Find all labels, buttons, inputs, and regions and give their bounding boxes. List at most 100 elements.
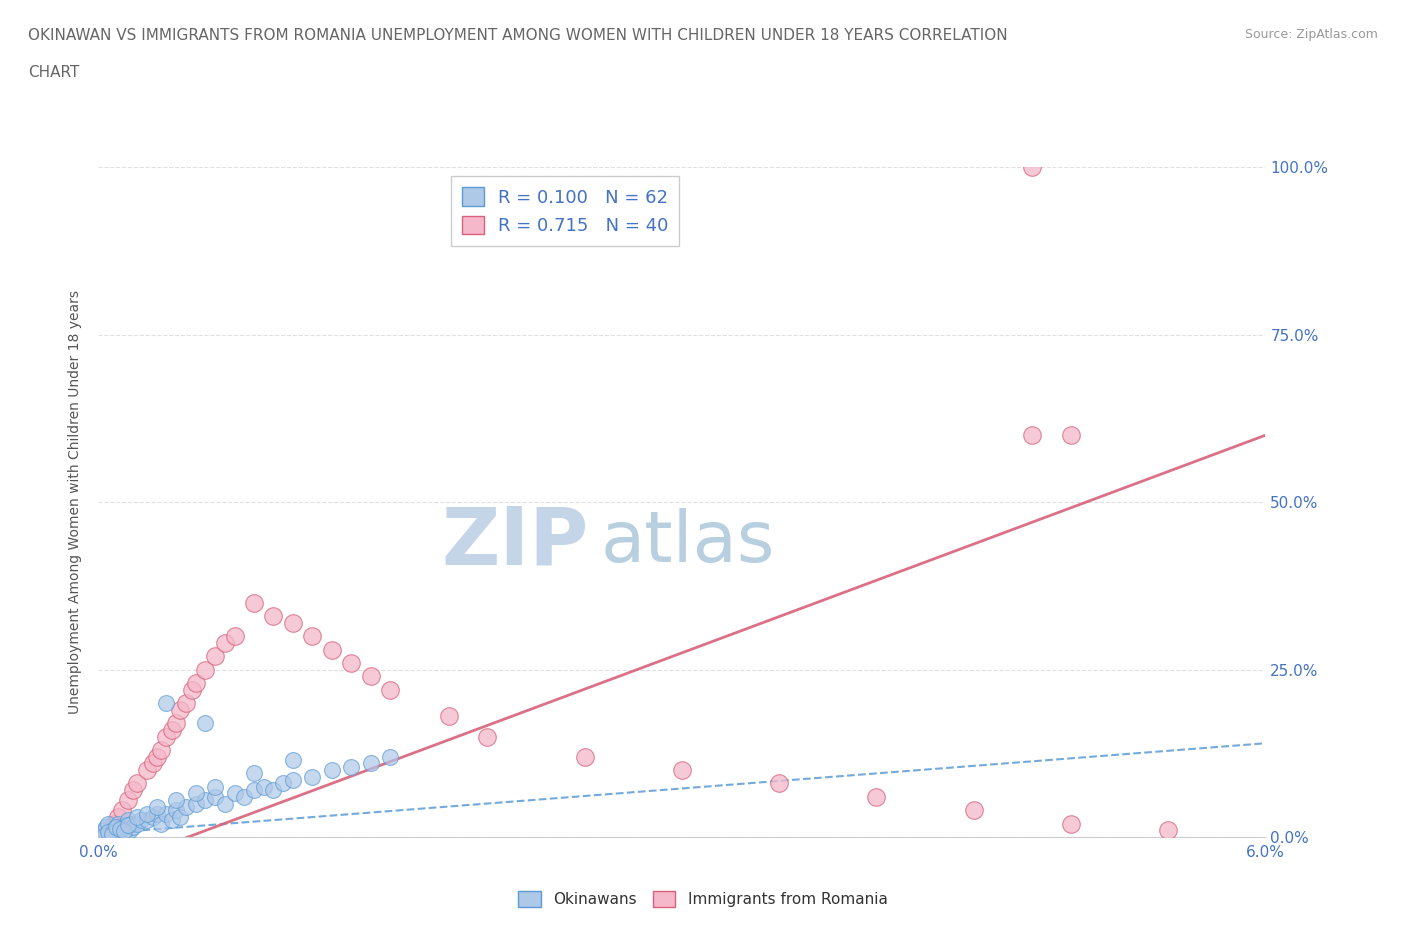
Point xyxy=(165,716,187,731)
Point xyxy=(104,819,127,834)
Point xyxy=(174,696,197,711)
Point xyxy=(378,683,402,698)
Point xyxy=(149,817,172,831)
Point xyxy=(204,649,226,664)
Text: OKINAWAN VS IMMIGRANTS FROM ROMANIA UNEMPLOYMENT AMONG WOMEN WITH CHILDREN UNDER: OKINAWAN VS IMMIGRANTS FROM ROMANIA UNEM… xyxy=(28,28,1008,43)
Point xyxy=(437,709,460,724)
Point xyxy=(111,803,134,817)
Text: atlas: atlas xyxy=(600,508,775,577)
Point xyxy=(253,779,276,794)
Point xyxy=(169,702,191,717)
Point xyxy=(129,813,152,828)
Point xyxy=(136,806,159,821)
Point xyxy=(243,595,266,610)
Point xyxy=(1157,823,1180,838)
Point xyxy=(118,823,141,838)
Point xyxy=(281,773,304,788)
Point xyxy=(169,809,191,824)
Point xyxy=(155,696,177,711)
Point xyxy=(574,750,596,764)
Point xyxy=(107,823,129,838)
Point xyxy=(233,790,256,804)
Point xyxy=(127,809,149,824)
Point xyxy=(96,819,118,834)
Point xyxy=(174,800,197,815)
Point xyxy=(194,792,217,807)
Point xyxy=(107,817,129,831)
Point xyxy=(117,817,139,832)
Point xyxy=(91,826,114,841)
Point xyxy=(136,813,159,828)
Point xyxy=(146,800,169,815)
Point xyxy=(122,819,145,834)
Point xyxy=(142,756,165,771)
Point xyxy=(243,783,266,798)
Text: Source: ZipAtlas.com: Source: ZipAtlas.com xyxy=(1244,28,1378,41)
Point xyxy=(111,819,134,834)
Point xyxy=(378,750,402,764)
Point xyxy=(142,809,165,824)
Point xyxy=(184,786,207,801)
Point xyxy=(243,766,266,781)
Point xyxy=(107,809,129,824)
Point xyxy=(1021,160,1043,175)
Point xyxy=(127,817,149,831)
Point xyxy=(146,750,169,764)
Point xyxy=(165,803,187,817)
Point xyxy=(224,629,246,644)
Point xyxy=(271,776,294,790)
Point xyxy=(194,662,217,677)
Point xyxy=(149,742,172,757)
Point xyxy=(1060,817,1083,831)
Point xyxy=(112,826,135,841)
Point xyxy=(1021,428,1043,443)
Point xyxy=(671,763,693,777)
Point xyxy=(127,776,149,790)
Point xyxy=(204,779,226,794)
Point xyxy=(108,825,131,840)
Point xyxy=(162,723,184,737)
Point xyxy=(340,656,363,671)
Point xyxy=(97,817,120,831)
Point xyxy=(262,783,284,798)
Y-axis label: Unemployment Among Women with Children Under 18 years: Unemployment Among Women with Children U… xyxy=(69,290,83,714)
Point xyxy=(101,827,124,842)
Point xyxy=(262,608,284,623)
Point xyxy=(136,763,159,777)
Point xyxy=(477,729,499,744)
Point xyxy=(104,826,127,841)
Point xyxy=(112,824,135,839)
Point xyxy=(146,806,169,821)
Point xyxy=(768,776,790,790)
Point xyxy=(103,817,125,831)
Point xyxy=(165,792,187,807)
Point xyxy=(117,792,139,807)
Point xyxy=(108,821,131,836)
Point xyxy=(321,642,343,657)
Point xyxy=(97,824,120,839)
Legend: R = 0.100   N = 62, R = 0.715   N = 40: R = 0.100 N = 62, R = 0.715 N = 40 xyxy=(451,177,679,246)
Point xyxy=(180,683,202,698)
Point xyxy=(114,817,136,832)
Point xyxy=(281,752,304,767)
Point xyxy=(321,763,343,777)
Point xyxy=(101,824,124,839)
Legend: Okinawans, Immigrants from Romania: Okinawans, Immigrants from Romania xyxy=(512,884,894,913)
Point xyxy=(865,790,887,804)
Point xyxy=(360,756,382,771)
Point xyxy=(103,821,125,836)
Point xyxy=(224,786,246,801)
Point xyxy=(214,796,236,811)
Point xyxy=(122,783,145,798)
Point xyxy=(93,823,115,838)
Point xyxy=(184,675,207,690)
Point xyxy=(1060,428,1083,443)
Point xyxy=(301,769,323,784)
Point xyxy=(340,759,363,774)
Point xyxy=(281,616,304,631)
Text: ZIP: ZIP xyxy=(441,503,589,581)
Point xyxy=(162,813,184,828)
Point xyxy=(214,635,236,650)
Point xyxy=(184,796,207,811)
Text: CHART: CHART xyxy=(28,65,80,80)
